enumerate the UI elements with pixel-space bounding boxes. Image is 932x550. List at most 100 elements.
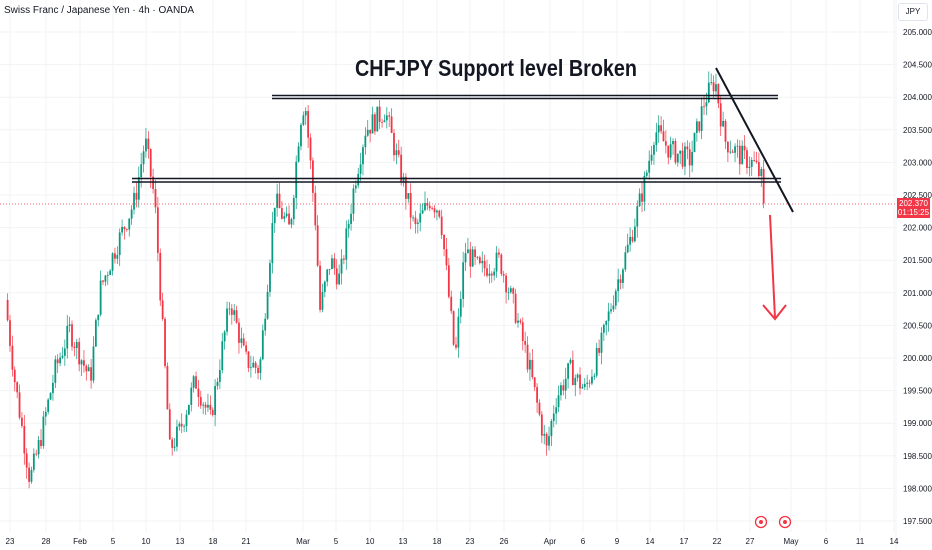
- candle: [431, 206, 434, 211]
- y-tick-label: 203.500: [903, 126, 932, 135]
- candle: [760, 166, 763, 187]
- candle: [176, 419, 178, 452]
- candle: [40, 429, 42, 449]
- candle: [66, 315, 69, 359]
- candle: [366, 119, 369, 137]
- candle: [185, 409, 188, 433]
- candle: [581, 383, 584, 389]
- down-arrow-drawing[interactable]: [762, 214, 787, 321]
- x-tick-label: 13: [399, 537, 408, 546]
- candle: [118, 228, 121, 266]
- y-tick-label: 199.000: [903, 419, 932, 428]
- candle: [259, 356, 262, 380]
- candle: [743, 135, 746, 160]
- resistance-rectangle[interactable]: [272, 94, 778, 100]
- candle: [335, 259, 338, 290]
- symbol-title: Swiss Franc / Japanese Yen · 4h · OANDA: [4, 5, 195, 16]
- annotation-title[interactable]: CHFJPY Support level Broken: [355, 55, 637, 81]
- bar-countdown: 01:15:25: [897, 208, 930, 217]
- currency-button[interactable]: JPY: [898, 3, 928, 21]
- y-tick-label: 199.500: [903, 387, 932, 396]
- candle: [393, 129, 395, 162]
- candle: [445, 238, 448, 271]
- candle: [540, 411, 543, 444]
- candle: [705, 92, 708, 116]
- candle: [388, 111, 391, 127]
- candle: [753, 151, 756, 163]
- candle: [619, 274, 622, 290]
- candle: [407, 192, 410, 203]
- candle: [402, 172, 405, 187]
- candle: [364, 127, 367, 155]
- x-tick-label: 23: [466, 537, 475, 546]
- candle: [230, 303, 233, 325]
- candle: [488, 264, 491, 284]
- candle: [121, 219, 123, 236]
- candle: [569, 357, 572, 365]
- candle: [247, 351, 250, 373]
- candle: [486, 259, 488, 278]
- candle: [61, 347, 64, 360]
- candle: [266, 284, 269, 320]
- candle: [326, 268, 329, 287]
- x-tick-label: Apr: [544, 537, 557, 546]
- candle: [672, 138, 674, 155]
- candle: [80, 359, 83, 377]
- candle: [579, 367, 581, 395]
- support-rectangle[interactable]: [132, 177, 781, 183]
- candle: [362, 144, 364, 176]
- candle: [395, 143, 398, 165]
- candle: [56, 354, 59, 374]
- candle: [359, 152, 362, 182]
- candle: [552, 405, 555, 428]
- candle: [746, 147, 748, 175]
- candle: [204, 401, 207, 415]
- candle: [331, 254, 333, 270]
- candle: [595, 342, 598, 378]
- candle: [378, 100, 381, 130]
- candle: [292, 194, 295, 225]
- y-tick-label: 197.500: [903, 517, 932, 526]
- y-tick-label: 202.500: [903, 191, 932, 200]
- x-tick-label: 18: [209, 537, 218, 546]
- candle: [736, 139, 739, 158]
- candle: [738, 140, 741, 175]
- candle: [25, 448, 28, 479]
- event-markers[interactable]: [754, 515, 792, 529]
- candle: [323, 280, 326, 298]
- candle: [476, 255, 479, 260]
- y-tick-label: 200.500: [903, 321, 932, 330]
- candle: [655, 122, 658, 152]
- candle: [700, 97, 703, 140]
- trendline[interactable]: [715, 67, 794, 213]
- x-tick-label: 5: [111, 537, 116, 546]
- candle: [307, 104, 310, 149]
- candle: [264, 312, 267, 336]
- candle: [156, 196, 159, 262]
- candle: [85, 364, 88, 381]
- candle: [400, 146, 403, 186]
- candle: [173, 438, 176, 452]
- candle: [111, 252, 114, 276]
- candle: [412, 215, 414, 222]
- candle: [610, 303, 612, 314]
- x-tick-label: 18: [433, 537, 442, 546]
- candle: [416, 219, 419, 234]
- candle: [92, 336, 95, 384]
- candle: [719, 96, 722, 136]
- x-tick-label: Mar: [296, 537, 310, 546]
- candle: [550, 418, 553, 446]
- x-tick-label: 5: [334, 537, 339, 546]
- candle: [238, 318, 240, 354]
- candle: [562, 379, 565, 396]
- candle: [529, 352, 531, 381]
- candle: [343, 255, 345, 265]
- candle: [462, 251, 465, 308]
- candle: [385, 107, 388, 129]
- candle: [612, 295, 615, 313]
- y-tick-label: 202.000: [903, 224, 932, 233]
- candle: [519, 318, 522, 325]
- candle: [178, 421, 181, 431]
- candle: [643, 171, 646, 211]
